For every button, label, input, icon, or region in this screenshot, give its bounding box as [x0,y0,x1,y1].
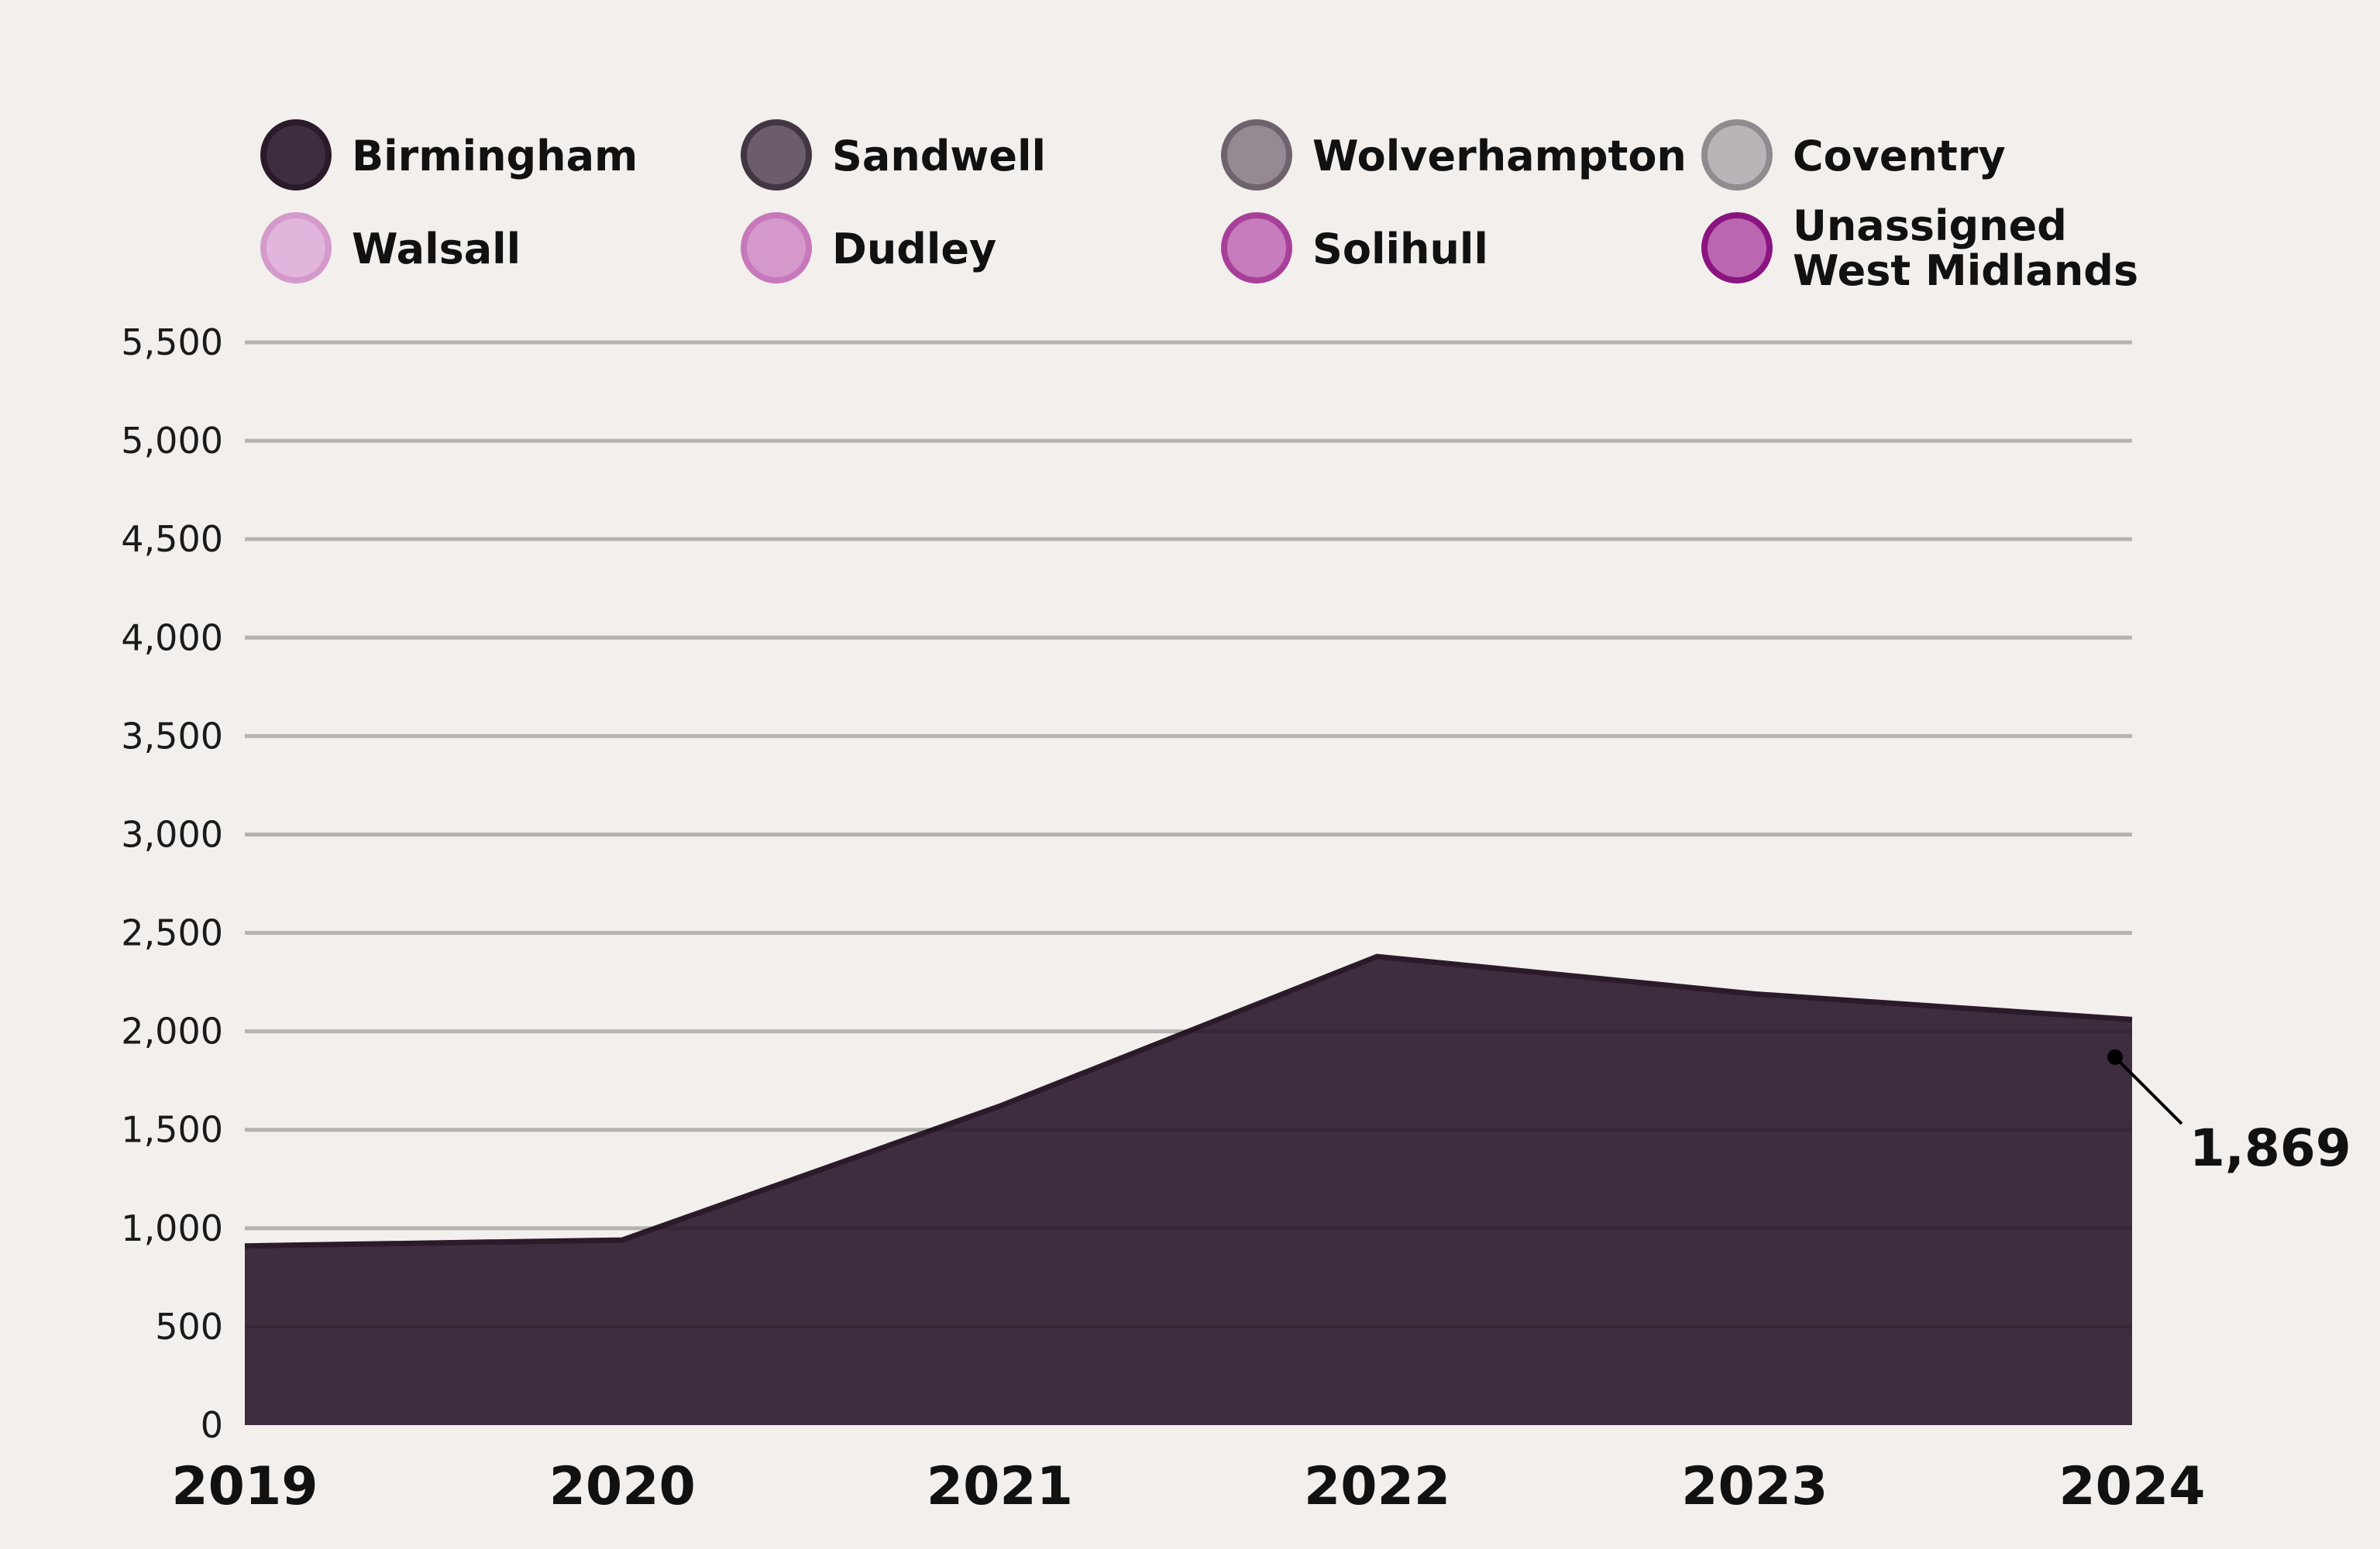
y-tick-label-1-000: 1,000 [121,1207,223,1249]
y-tick-label-2-500: 2,500 [121,912,223,954]
legend-item-birmingham: Birmingham [260,119,638,191]
annotation-leader-line [2113,1056,2183,1125]
x-tick-label-2020: 2020 [549,1456,696,1517]
y-tick-label-4-000: 4,000 [121,617,223,658]
x-tick-label-2019: 2019 [171,1456,318,1517]
legend-item-solihull: Solihull [1221,212,1488,283]
x-tick-label-2021: 2021 [927,1456,1073,1517]
legend-swatch-walsall [260,212,332,283]
legend-swatch-unassigned-west-midlands [1701,212,1773,283]
legend-swatch-sandwell [741,119,812,191]
legend-label-walsall: Walsall [352,225,521,273]
area-series [244,340,2133,1425]
legend-item-coventry: Coventry [1701,119,2006,191]
x-tick-label-2022: 2022 [1304,1456,1450,1517]
legend-swatch-coventry [1701,119,1773,191]
y-tick-label-500: 500 [155,1306,223,1348]
legend-label-sandwell: Sandwell [832,132,1046,180]
legend-label-coventry: Coventry [1793,132,2006,180]
legend-swatch-dudley [741,212,812,283]
x-tick-label-2024: 2024 [2058,1456,2205,1517]
area-birmingham [245,957,2132,1425]
y-tick-label-1-500: 1,500 [121,1109,223,1151]
annotations: 1,869 [2107,1049,2351,1178]
legend-swatch-solihull [1221,212,1292,283]
x-tick-label-2023: 2023 [1681,1456,1828,1517]
legend-item-unassigned-west-midlands: Unassigned West Midlands [1701,201,2138,295]
x-axis: 2019 2020 2021 2022 2023 2024 [171,1456,2205,1517]
legend-item-wolverhampton: Wolverhampton [1221,119,1687,191]
y-axis: 0 500 1,000 1,500 2,000 2,500 3,000 3,500 4,000 4… [121,321,223,1446]
legend-label-birmingham: Birmingham [352,132,638,180]
legend-label-unassigned-west-midlands: Unassigned West Midlands [1793,201,2138,295]
legend-item-dudley: Dudley [741,212,996,283]
legend: Birmingham Sandwell Wolverhampton Coventry W… [260,119,2138,295]
y-tick-label-5-500: 5,500 [121,321,223,363]
legend-item-sandwell: Sandwell [741,119,1046,191]
legend-label-wolverhampton: Wolverhampton [1312,132,1687,180]
annotation-label: 1,869 [2189,1118,2351,1178]
legend-label-solihull: Solihull [1312,225,1488,273]
y-tick-label-3-000: 3,000 [121,813,223,855]
y-tick-label-0: 0 [201,1404,223,1446]
y-tick-label-2-000: 2,000 [121,1011,223,1053]
area-outline-birmingham [244,953,2133,1249]
legend-label-dudley: Dudley [832,225,996,273]
legend-item-walsall: Walsall [260,212,521,283]
legend-swatch-wolverhampton [1221,119,1292,191]
gridlines [245,340,2132,1329]
y-tick-label-4-500: 4,500 [121,518,223,560]
y-tick-label-3-500: 3,500 [121,715,223,757]
legend-swatch-birmingham [260,119,332,191]
y-tick-label-5-000: 5,000 [121,420,223,462]
